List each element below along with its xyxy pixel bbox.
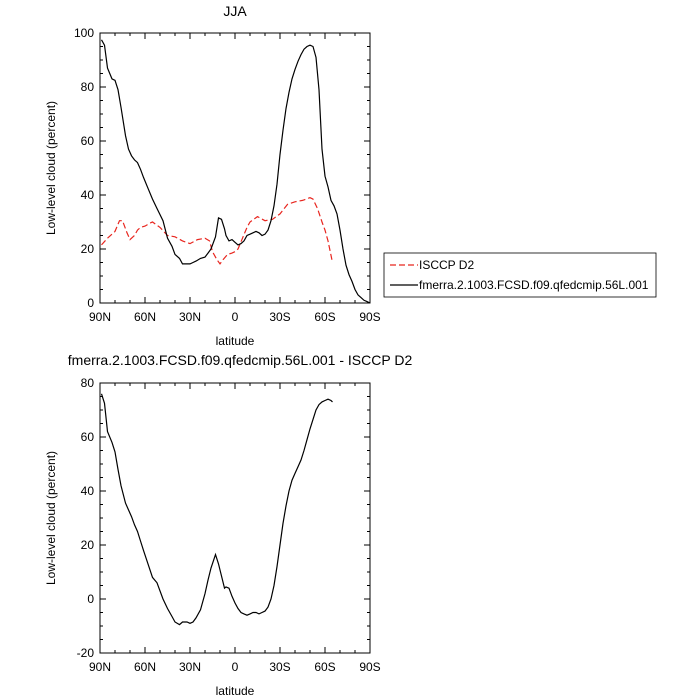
y-tick-label: 100 <box>74 26 94 40</box>
y-tick-label: 80 <box>81 80 95 94</box>
x-tick-label: 90S <box>359 660 380 674</box>
y-tick-label: 0 <box>87 296 94 310</box>
y-tick-label: 0 <box>87 592 94 606</box>
chart-jja: JJA Low-level cloud (percent) latitude 9… <box>44 3 657 348</box>
x-tick-label: 60S <box>314 660 335 674</box>
x-tick-label: 30N <box>179 310 201 324</box>
plot-lines <box>100 39 370 303</box>
series-line-model <box>100 39 370 303</box>
plot-frame <box>99 382 371 654</box>
x-tick-label: 30S <box>269 310 290 324</box>
y-tick-label: 60 <box>81 134 95 148</box>
axis-ticks: 90N 60N 30N 0 30S 60S 90S 0 20 40 60 80 100 <box>74 26 381 324</box>
chart-difference: fmerra.2.1003.FCSD.f09.qfedcmip.56L.001 … <box>44 352 412 698</box>
plot-frame <box>99 32 371 304</box>
x-tick-label: 90N <box>89 660 111 674</box>
y-tick-label: 40 <box>81 484 95 498</box>
x-tick-label: 60N <box>134 660 156 674</box>
x-tick-label: 30S <box>269 660 290 674</box>
legend-entry-isccp: ISCCP D2 <box>419 258 474 272</box>
x-axis-label: latitude <box>216 334 255 348</box>
y-tick-label: 20 <box>81 538 95 552</box>
y-tick-label: -20 <box>77 646 95 660</box>
x-tick-label: 90N <box>89 310 111 324</box>
series-line-model <box>100 393 333 626</box>
x-tick-label: 0 <box>232 660 239 674</box>
axis-ticks: 90N 60N 30N 0 30S 60S 90S -20 0 20 40 60 80 <box>77 376 381 674</box>
legend-box <box>383 252 657 298</box>
plot-lines <box>100 393 333 626</box>
x-tick-label: 60N <box>134 310 156 324</box>
x-tick-label: 60S <box>314 310 335 324</box>
y-tick-label: 40 <box>81 188 95 202</box>
y-tick-label: 20 <box>81 242 95 256</box>
y-tick-label: 80 <box>81 376 95 390</box>
legend-entry-model: fmerra.2.1003.FCSD.f09.qfedcmip.56L.001 <box>419 278 649 292</box>
x-tick-label: 0 <box>232 310 239 324</box>
legend: ISCCP D2 fmerra.2.1003.FCSD.f09.qfedcmip… <box>383 252 657 298</box>
chart-title: fmerra.2.1003.FCSD.f09.qfedcmip.56L.001 … <box>68 352 413 368</box>
x-axis-label: latitude <box>216 684 255 698</box>
x-tick-label: 30N <box>179 660 201 674</box>
x-tick-label: 90S <box>359 310 380 324</box>
y-axis-label: Low-level cloud (percent) <box>44 451 58 585</box>
series-line-isccp <box>101 197 334 265</box>
y-axis-label: Low-level cloud (percent) <box>44 101 58 235</box>
chart-title: JJA <box>223 3 247 19</box>
y-tick-label: 60 <box>81 430 95 444</box>
